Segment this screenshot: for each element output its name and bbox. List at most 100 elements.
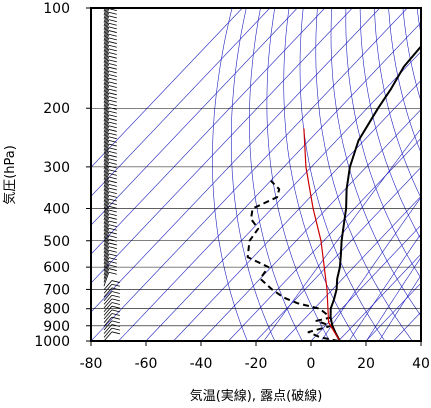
wind-barb-flag	[109, 1, 117, 3]
dry-adiabat-line	[266, 8, 331, 341]
wind-barb-flag	[108, 70, 117, 74]
isotherm-line	[338, 253, 421, 341]
wind-barb-staff	[103, 151, 110, 166]
wind-barb-staff	[103, 81, 110, 96]
wind-barb-flag	[108, 249, 117, 253]
wind-barb-flag	[108, 176, 117, 180]
wind-barb-staff	[103, 287, 113, 298]
wind-barb-staff	[103, 246, 110, 261]
y-tick-label: 900	[43, 319, 70, 335]
wind-barb-flag	[108, 41, 117, 44]
wind-barb-flag	[111, 331, 120, 335]
wind-barb-staff	[103, 213, 110, 228]
isotherm-line	[420, 340, 421, 341]
x-tick-label: 40	[412, 356, 430, 372]
wind-barb-staff	[103, 48, 110, 63]
wind-barb-flag	[108, 235, 117, 238]
background-lines	[91, 8, 421, 341]
parcel-line	[303, 128, 341, 341]
wind-barb-staff	[103, 316, 113, 327]
wind-barb-flag	[109, 5, 117, 7]
wind-barb-flag	[108, 187, 117, 191]
wind-barb-staff	[103, 239, 110, 254]
wind-barb-flag	[108, 22, 117, 26]
x-tick-label: 0	[307, 356, 316, 372]
wind-barb-staff	[103, 320, 113, 331]
wind-barb-flag	[108, 140, 117, 143]
wind-barb-flag	[108, 194, 117, 198]
wind-barb-flag	[108, 242, 117, 246]
wind-barb-staff	[103, 85, 110, 100]
wind-barb-flag	[108, 33, 117, 37]
wind-barb-flag	[108, 165, 117, 169]
wind-barb-staff	[103, 154, 110, 170]
wind-barb-staff	[103, 8, 106, 12]
dry-adiabat-line	[359, 8, 421, 240]
wind-barb-flag	[108, 238, 117, 242]
wind-barb-flag	[108, 161, 117, 165]
dry-adiabat-line	[330, 8, 421, 317]
wind-barb-staff	[103, 78, 110, 93]
y-tick-label: 600	[43, 260, 70, 276]
x-tick-label: -80	[80, 356, 103, 372]
dry-adiabat-line	[416, 8, 421, 36]
wind-barb-staff	[103, 331, 113, 341]
isotherm-line	[91, 8, 271, 197]
wind-barb-flag	[108, 74, 117, 77]
wind-barb-flag	[108, 147, 117, 151]
wind-barb-flag	[108, 118, 117, 121]
wind-barb-flag	[108, 209, 117, 213]
wind-barb-staff	[103, 176, 110, 192]
wind-barb-staff	[103, 107, 110, 122]
wind-barb-staff	[103, 129, 110, 144]
wind-barb-flag	[108, 257, 117, 260]
isotherm-line	[200, 108, 421, 341]
wind-barb-staff	[103, 298, 113, 309]
wind-barb-staff	[103, 70, 110, 85]
wind-barb-staff	[103, 118, 110, 133]
wind-barb-flag	[111, 287, 120, 291]
wind-barb-staff	[103, 217, 110, 232]
dry-adiabat-line	[249, 8, 303, 341]
wind-barb-flag	[111, 294, 120, 298]
dry-adiabat-line	[231, 8, 276, 341]
wind-barb-flag	[108, 19, 117, 22]
wind-barb-flag	[108, 253, 117, 257]
wind-barb-staff	[103, 56, 110, 71]
wind-barb-flag	[108, 205, 117, 209]
wind-barb-flag	[111, 327, 120, 331]
wind-barb-flag	[108, 26, 117, 30]
isotherm-line	[91, 8, 243, 168]
isotherm-line	[255, 166, 421, 341]
wind-barb-flag	[108, 107, 117, 110]
wind-barb-flag	[108, 268, 117, 271]
mixing-ratio-line	[320, 196, 421, 341]
wind-barb-staff	[103, 264, 110, 279]
wind-barb-flag	[108, 30, 117, 33]
y-tick-label: 100	[43, 1, 70, 17]
isotherm-line	[91, 8, 326, 255]
wind-barb-staff	[103, 305, 113, 316]
wind-barb-staff	[103, 327, 113, 338]
wind-barb-staff	[103, 228, 110, 243]
mixing-ratio-line	[348, 233, 421, 341]
wind-barb-flag	[108, 66, 117, 70]
wind-barb-flag	[108, 81, 117, 85]
dry-adiabat-line	[315, 8, 413, 341]
wind-barb-staff	[103, 19, 110, 34]
wind-barb-staff	[103, 96, 110, 111]
wind-barb-flag	[108, 191, 117, 195]
wind-barb-flag	[111, 316, 120, 320]
wind-barb-staff	[103, 147, 110, 162]
wind-barb-staff	[103, 283, 113, 294]
wind-barb-staff	[103, 202, 110, 217]
wind-barb-staff	[103, 12, 110, 27]
wind-barb-staff	[103, 272, 110, 287]
isotherm-line	[91, 8, 298, 226]
isotherm-line	[365, 282, 421, 341]
wind-barb-staff	[103, 37, 110, 52]
wind-barb-staff	[103, 235, 110, 250]
wind-barb-staff	[103, 158, 110, 173]
